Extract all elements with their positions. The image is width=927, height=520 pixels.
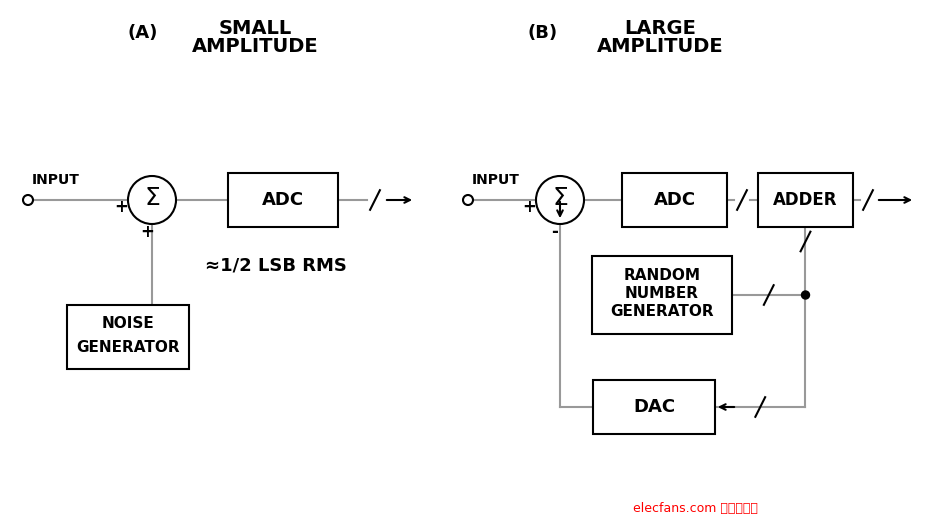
Text: SMALL: SMALL xyxy=(219,19,292,37)
Text: GENERATOR: GENERATOR xyxy=(610,305,714,319)
Text: Σ: Σ xyxy=(552,186,568,210)
Text: NOISE: NOISE xyxy=(102,317,155,332)
Circle shape xyxy=(802,291,809,299)
Circle shape xyxy=(463,195,473,205)
Circle shape xyxy=(23,195,33,205)
Text: +: + xyxy=(522,198,536,216)
Bar xyxy=(228,173,338,227)
Text: AMPLITUDE: AMPLITUDE xyxy=(192,36,318,56)
Text: ADC: ADC xyxy=(262,191,304,209)
Text: INPUT: INPUT xyxy=(472,173,520,187)
Text: AMPLITUDE: AMPLITUDE xyxy=(597,36,723,56)
Text: elecfans.com 电子发烧友: elecfans.com 电子发烧友 xyxy=(632,502,757,515)
Text: INPUT: INPUT xyxy=(32,173,80,187)
Text: NUMBER: NUMBER xyxy=(625,285,699,301)
Bar xyxy=(622,173,727,227)
Text: GENERATOR: GENERATOR xyxy=(76,341,180,356)
Text: Σ: Σ xyxy=(144,186,160,210)
Text: ADDER: ADDER xyxy=(773,191,838,209)
Text: DAC: DAC xyxy=(633,398,675,416)
Text: (B): (B) xyxy=(528,24,558,42)
Text: ≈1/2 LSB RMS: ≈1/2 LSB RMS xyxy=(205,256,347,274)
Text: RANDOM: RANDOM xyxy=(624,267,701,282)
Circle shape xyxy=(128,176,176,224)
Text: ADC: ADC xyxy=(654,191,695,209)
Text: -: - xyxy=(552,223,558,241)
Text: LARGE: LARGE xyxy=(624,19,696,37)
Bar xyxy=(593,380,715,434)
Text: +: + xyxy=(140,223,154,241)
Bar xyxy=(67,305,189,369)
Circle shape xyxy=(536,176,584,224)
Text: +: + xyxy=(114,198,128,216)
Bar xyxy=(758,173,853,227)
Text: (A): (A) xyxy=(128,24,159,42)
Bar xyxy=(592,256,732,334)
